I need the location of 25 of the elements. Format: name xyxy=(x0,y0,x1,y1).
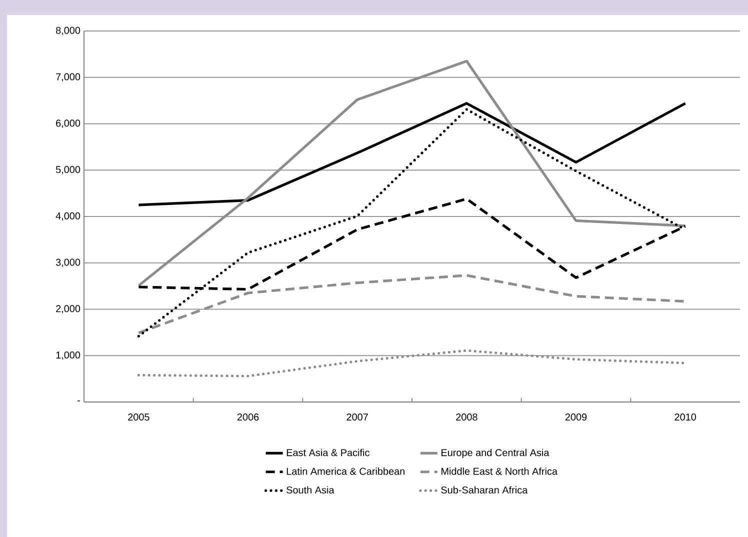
legend-label: Middle East & North Africa xyxy=(442,468,558,475)
legend-label: Latin America & Caribbean xyxy=(286,468,404,475)
line-series xyxy=(137,60,687,287)
legend-label: East Asia & Pacific xyxy=(286,448,370,456)
x-tick-label: 2007 xyxy=(346,414,368,421)
y-tick-label: 8,000 xyxy=(56,26,80,36)
y-tick-label: 6,000 xyxy=(56,120,80,128)
x-tick-label: 2010 xyxy=(674,414,696,421)
x-tick-label: 2005 xyxy=(128,414,150,421)
legend-label: Sub-Saharan Africa xyxy=(441,486,528,494)
legend-label: Europe and Central Asia xyxy=(442,448,550,458)
y-tick-label: - xyxy=(78,400,80,402)
line-series xyxy=(137,102,687,206)
line-series xyxy=(137,274,687,334)
y-tick-label: 2,000 xyxy=(56,305,80,314)
y-tick-label: 5,000 xyxy=(56,166,80,174)
line-series xyxy=(137,349,687,378)
y-tick-label: 7,000 xyxy=(56,73,80,82)
x-tick-label: 2006 xyxy=(237,414,259,421)
y-tick-label: 1,000 xyxy=(56,352,80,360)
y-tick-label: 4,000 xyxy=(56,212,80,221)
legend-label: South Asia xyxy=(286,486,334,494)
y-tick-label: 3,000 xyxy=(56,258,80,267)
x-tick-label: 2009 xyxy=(565,414,587,421)
x-tick-label: 2008 xyxy=(456,414,478,421)
